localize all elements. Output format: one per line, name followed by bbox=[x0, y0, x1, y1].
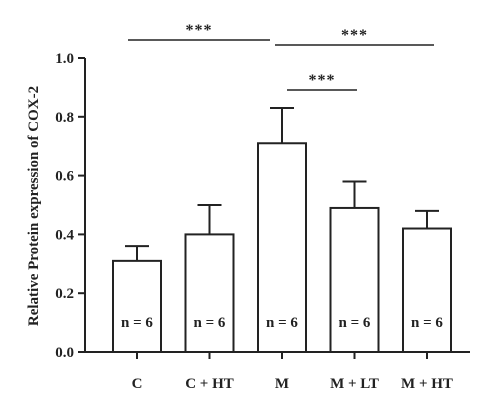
bar bbox=[184, 233, 235, 353]
y-tick-label: 0.4 bbox=[55, 227, 74, 243]
significance-label: *** bbox=[186, 22, 213, 39]
significance-label: *** bbox=[341, 27, 368, 44]
n-label: n = 6 bbox=[194, 315, 226, 331]
y-tick-label: 0.8 bbox=[55, 110, 74, 126]
y-tick-label: 0.0 bbox=[55, 345, 74, 361]
y-tick-label: 1.0 bbox=[55, 51, 74, 67]
x-tick-label: C bbox=[132, 376, 143, 392]
significance-label: *** bbox=[309, 72, 336, 89]
axes: 0.0 0.2 0.4 0.6 0.8 1.0 C C + HT M M + LT M + HT bbox=[55, 51, 470, 392]
x-tick-label: M + HT bbox=[401, 376, 453, 392]
bar bbox=[329, 206, 380, 353]
bar bbox=[402, 227, 452, 354]
bars: n = 6 n = 6 n = 6 n = 6 n = 6 bbox=[112, 106, 452, 354]
n-label: n = 6 bbox=[411, 315, 443, 331]
bar bbox=[257, 142, 307, 353]
bar bbox=[112, 259, 162, 353]
n-label: n = 6 bbox=[266, 315, 298, 331]
y-tick-label: 0.2 bbox=[55, 286, 74, 302]
x-tick-label: M bbox=[275, 376, 289, 392]
y-axis-title: Relative Protein expression of COX-2 bbox=[26, 86, 42, 326]
x-tick-label: C + HT bbox=[185, 376, 234, 392]
n-label: n = 6 bbox=[339, 315, 371, 331]
significance-brackets: *** *** *** bbox=[128, 22, 434, 91]
n-label: n = 6 bbox=[121, 315, 153, 331]
y-tick-label: 0.6 bbox=[55, 169, 74, 185]
x-tick-label: M + LT bbox=[330, 376, 379, 392]
